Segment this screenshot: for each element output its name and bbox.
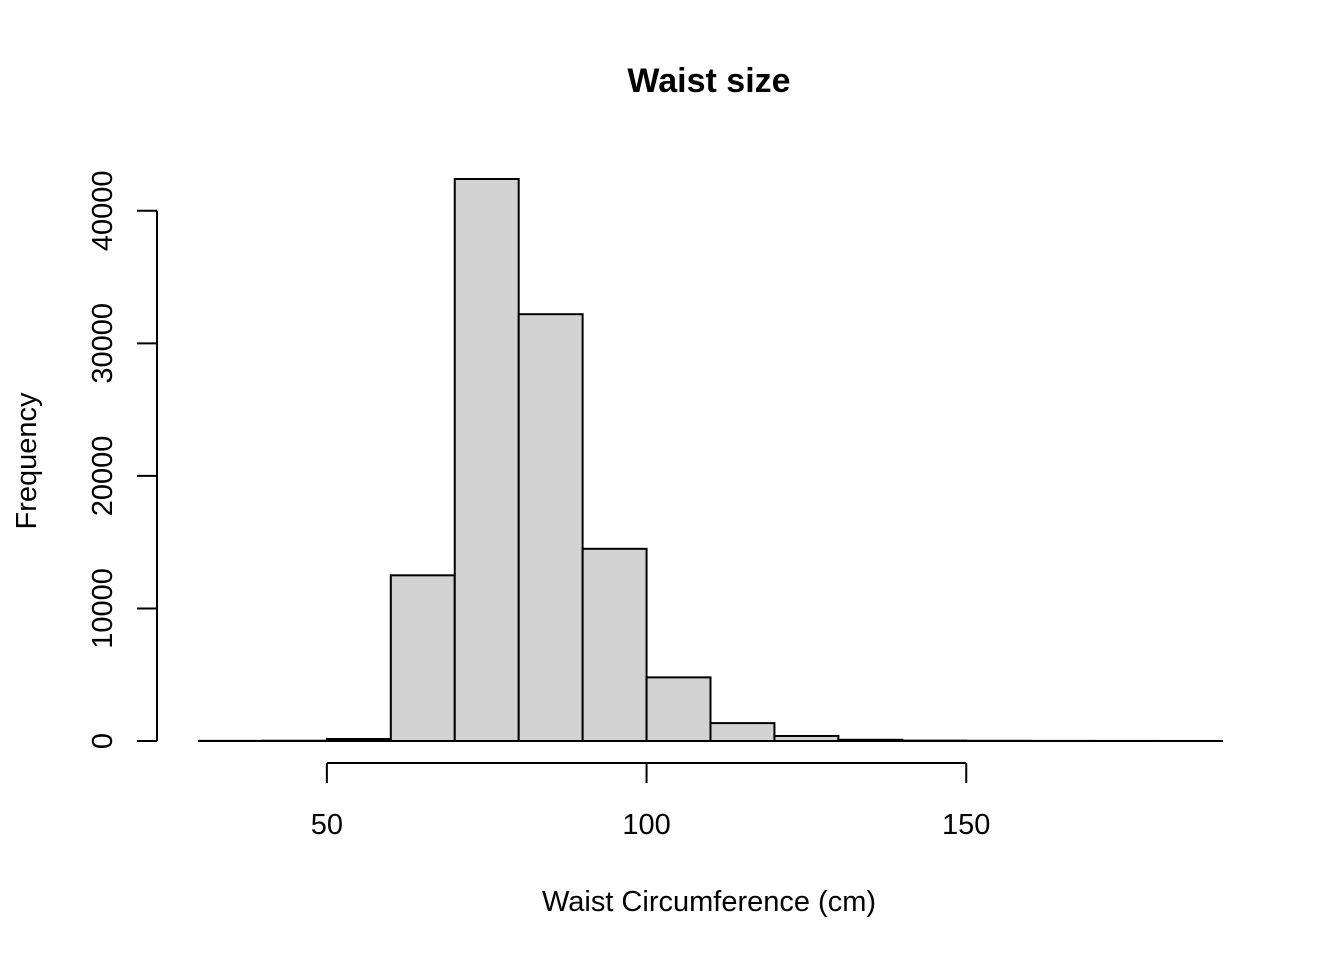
- x-axis-label: Waist Circumference (cm): [542, 886, 876, 918]
- x-tick-label: 100: [622, 809, 670, 841]
- histogram-bar: [453, 178, 520, 742]
- y-axis: 0 10000 20000 30000 40000: [87, 170, 158, 749]
- y-axis-label: Frequency: [11, 392, 43, 530]
- y-tick-label: 10000: [87, 568, 119, 649]
- y-tick-label: 20000: [87, 436, 119, 517]
- histogram-bar: [517, 313, 584, 742]
- histogram-bar: [581, 547, 648, 742]
- y-tick-label: 40000: [87, 170, 119, 251]
- histogram-bar: [709, 722, 776, 743]
- histogram-bar: [645, 676, 712, 743]
- bars-group: [198, 178, 1223, 743]
- x-axis: 50 100 150: [311, 762, 990, 841]
- histogram-bar: [389, 574, 456, 742]
- chart-title: Waist size: [627, 62, 790, 100]
- y-tick-label: 30000: [87, 303, 119, 384]
- x-tick-label: 50: [311, 809, 343, 841]
- x-tick-label: 150: [942, 809, 990, 841]
- y-tick-label: 0: [87, 733, 119, 749]
